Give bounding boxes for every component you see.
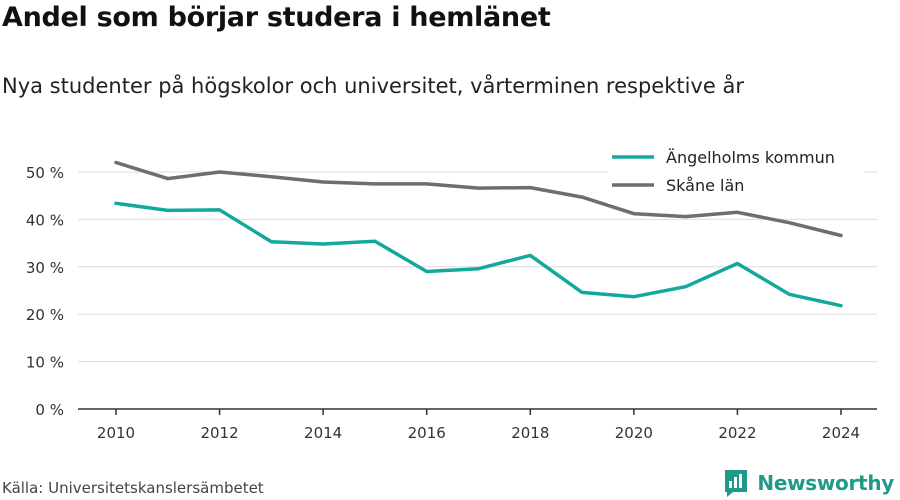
- series-line-1: [114, 201, 843, 308]
- line-chart: 0 % 10 % 20 % 30 % 40 % 50 % 2010 2012 2014 2016 2…: [25, 142, 877, 442]
- y-tick-label: 0 %: [35, 401, 64, 419]
- x-tick-label: 2022: [718, 424, 756, 442]
- legend-background: [608, 142, 864, 204]
- x-tick-label: 2024: [822, 424, 860, 442]
- x-tick-label: 2012: [200, 424, 238, 442]
- x-tick-label: 2020: [615, 424, 653, 442]
- legend-label: Ängelholms kommun: [666, 148, 835, 167]
- y-tick-label: 30 %: [26, 259, 64, 277]
- y-tick-label: 20 %: [26, 306, 64, 324]
- x-tick-label: 2016: [408, 424, 446, 442]
- chart-subtitle: Nya studenter på högskolor och universit…: [2, 74, 744, 98]
- y-tick-label: 50 %: [26, 164, 64, 182]
- brand-name: Newsworthy: [757, 471, 894, 495]
- y-tick-label: 40 %: [26, 211, 64, 229]
- x-tick-label: 2010: [97, 424, 135, 442]
- y-tick-label: 10 %: [26, 354, 64, 372]
- legend-label: Skåne län: [666, 176, 744, 195]
- x-tick-label: 2014: [304, 424, 342, 442]
- newsworthy-brand[interactable]: Newsworthy: [723, 468, 894, 498]
- chart-title: Andel som börjar studera i hemlänet: [2, 2, 551, 33]
- newsworthy-logo-icon: [725, 470, 748, 497]
- series-line-2: [114, 160, 843, 238]
- source-note: Källa: Universitetskanslersämbetet: [2, 479, 264, 497]
- x-tick-label: 2018: [511, 424, 549, 442]
